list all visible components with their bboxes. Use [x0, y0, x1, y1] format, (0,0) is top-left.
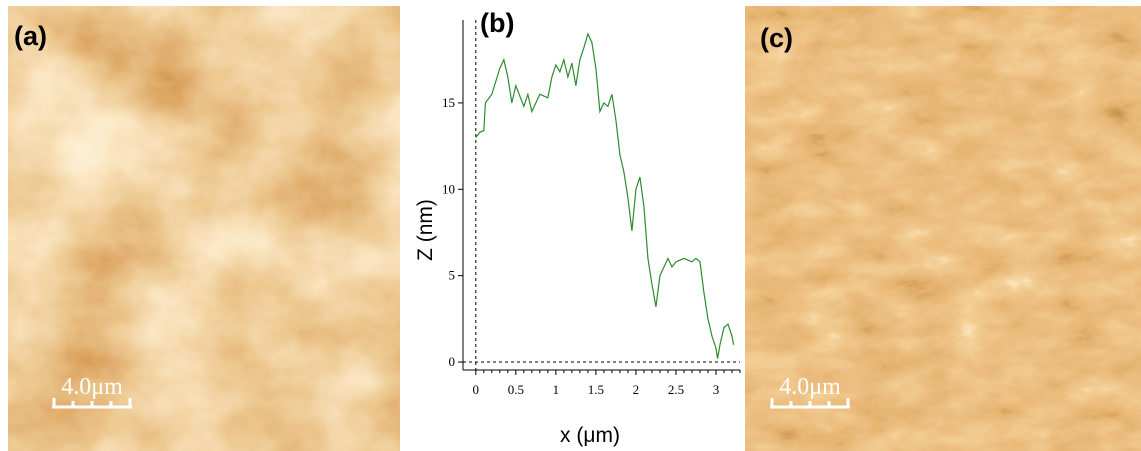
scale-bar-label: 4.0μm [61, 374, 123, 400]
profile-line [475, 32, 735, 359]
scale-bar [52, 398, 132, 409]
x-tick-label: 1 [553, 382, 560, 397]
x-tick-label: 0 [473, 382, 480, 397]
x-tick-label: 0.5 [508, 382, 524, 397]
panel-label: (a) [14, 21, 47, 51]
y-axis-title: Z (nm) [414, 199, 437, 261]
panel-label: (c) [760, 23, 793, 53]
y-tick-label: 5 [449, 268, 456, 283]
x-tick-label: 2 [633, 382, 640, 397]
plot: 0 0.5 1 1.5 2 2.5 3 0 5 10 15 [442, 20, 741, 397]
scale-bar-label: 4.0μm [779, 374, 841, 400]
y-tick-label: 10 [442, 181, 455, 196]
x-tick-label: 2.5 [668, 382, 684, 397]
scale-bar [770, 398, 850, 409]
y-tick-label: 15 [442, 95, 455, 110]
x-tick-label: 3 [713, 382, 720, 397]
x-axis-title: x (μm) [560, 424, 620, 447]
panel-label: (b) [480, 8, 514, 38]
afm-image [745, 6, 1141, 451]
x-tick-label: 1.5 [588, 382, 604, 397]
afm-image [8, 6, 400, 451]
y-tick-label: 0 [449, 354, 456, 369]
